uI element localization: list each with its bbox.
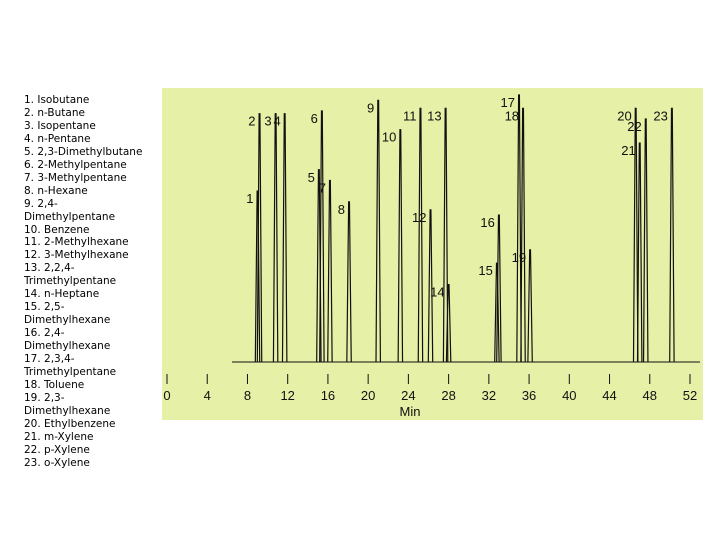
compound-item: 11. 2-Methylhexane	[24, 236, 129, 249]
peak-label: 21	[621, 143, 635, 158]
peak	[256, 113, 263, 363]
peak	[272, 113, 279, 363]
x-tick-label: 20	[361, 388, 375, 403]
compound-item: 5. 2,3-Dimethylbutane	[24, 145, 143, 158]
peak-label: 12	[412, 210, 426, 225]
peak	[254, 190, 261, 363]
peak	[496, 214, 502, 363]
x-tick-label: 0	[163, 388, 170, 403]
peak-label: 1	[246, 191, 253, 206]
compound-list: 1. Isobutane 2. n-Butane 3. Isopentane 4. n…	[24, 94, 146, 470]
peak-label: 7	[319, 180, 326, 195]
x-tick-label: 36	[522, 388, 536, 403]
compound-item: 9. 2,4-Dimethylpentane	[24, 197, 116, 223]
compound-item: 8. n-Hexane	[24, 184, 88, 197]
compound-item: 13. 2,2,4-Trimethylpentane	[24, 262, 117, 288]
peak	[642, 118, 649, 363]
peak-label: 8	[338, 202, 345, 217]
x-tick-label: 40	[562, 388, 576, 403]
peak-label: 19	[512, 250, 526, 265]
peak	[669, 107, 675, 363]
peak-label: 17	[501, 95, 515, 110]
peak-label: 4	[273, 114, 280, 129]
compound-item: 14. n-Heptane	[24, 288, 100, 301]
peak	[417, 107, 424, 363]
peak	[632, 107, 639, 363]
compound-item: 20. Ethylbenzene	[24, 417, 116, 430]
x-tick-label: 44	[602, 388, 616, 403]
peak	[427, 209, 434, 363]
peak-label: 6	[311, 111, 318, 126]
peak-label: 5	[308, 170, 315, 185]
compound-item: 19. 2,3-Dimethylhexane	[24, 391, 111, 417]
compound-item: 10. Benzene	[24, 223, 90, 236]
peak	[516, 94, 522, 363]
x-tick-label: 28	[441, 388, 455, 403]
peak	[375, 99, 382, 363]
x-tick-label: 32	[482, 388, 496, 403]
peak	[636, 142, 643, 363]
peak	[397, 129, 404, 363]
peak	[319, 110, 325, 363]
x-tick-label: 12	[280, 388, 294, 403]
x-axis-label: Min	[400, 404, 421, 419]
x-tick-label: 4	[204, 388, 211, 403]
chart-panel	[162, 88, 703, 420]
peak-label: 2	[248, 114, 255, 129]
compound-item: 4. n-Pentane	[24, 132, 91, 145]
peak-label: 16	[480, 215, 494, 230]
compound-item: 21. m-Xylene	[24, 430, 94, 443]
peak	[327, 179, 333, 363]
peak	[445, 283, 452, 363]
peak-label: 22	[627, 119, 641, 134]
peak-label: 23	[653, 108, 667, 123]
compound-item: 18. Toluene	[24, 378, 85, 391]
compound-item: 1. Isobutane	[24, 94, 90, 106]
peak	[281, 113, 288, 363]
compound-item: 22. p-Xylene	[24, 443, 90, 456]
compound-item: 7. 3-Methylpentane	[24, 171, 127, 184]
peak	[520, 107, 526, 363]
peak-label: 20	[617, 108, 631, 123]
peak-label: 11	[403, 108, 417, 123]
compound-item: 12. 3-Methylhexane	[24, 249, 129, 262]
compound-item: 15. 2,5-Dimethylhexane	[24, 301, 111, 327]
compound-item: 16. 2,4-Dimethylhexane	[24, 327, 111, 353]
x-tick-label: 52	[683, 388, 697, 403]
compound-item: 17. 2,3,4-Trimethylpentane	[24, 353, 117, 379]
peak-label: 13	[427, 108, 441, 123]
peak	[527, 249, 533, 363]
x-tick-label: 16	[321, 388, 335, 403]
compound-item: 2. n-Butane	[24, 106, 85, 119]
peak-label: 18	[505, 108, 519, 123]
peak-label: 14	[430, 285, 444, 300]
x-tick-label: 8	[244, 388, 251, 403]
peak-label: 9	[367, 100, 374, 115]
x-tick-label: 24	[401, 388, 415, 403]
compound-item: 23. o-Xylene	[24, 456, 90, 469]
peak-label: 3	[264, 114, 271, 129]
x-tick-label: 48	[643, 388, 657, 403]
peak	[442, 107, 449, 363]
peak	[494, 262, 500, 363]
peak	[346, 201, 352, 363]
compound-item: 6. 2-Methylpentane	[24, 158, 127, 171]
peak-label: 10	[382, 130, 396, 145]
peak-label: 15	[478, 263, 492, 278]
compound-item: 3. Isopentane	[24, 119, 96, 132]
